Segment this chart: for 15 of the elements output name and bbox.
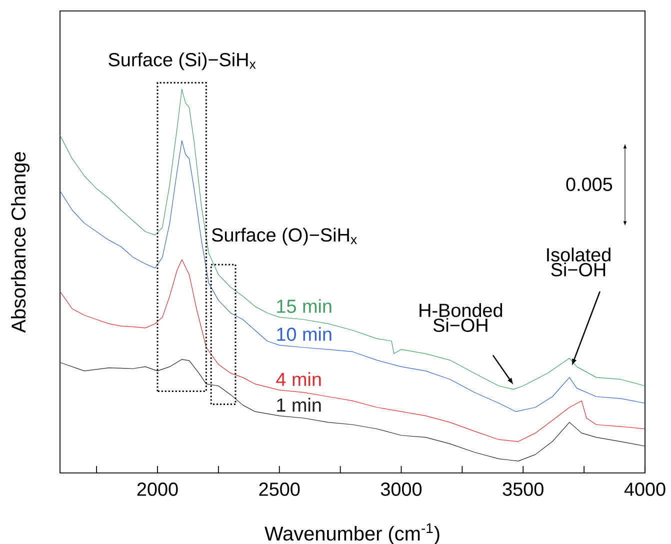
annotation: Surface (Si)−SiH$_{x}$ — [108, 52, 256, 70]
x-tick-label: 2000 — [137, 482, 178, 496]
annotation: Surface (O)−SiH$_{x}$ — [212, 228, 357, 246]
x-tick-label: 4000 — [624, 482, 666, 496]
x-tick-label: 2500 — [259, 482, 300, 496]
y-axis-title: Absorbance Change — [11, 152, 30, 333]
annotation: H-Bonded Si−OH — [420, 303, 502, 332]
series-label: 1 min — [277, 398, 321, 412]
series-label: 15 min — [277, 299, 332, 313]
x-tick-label: 3500 — [502, 482, 544, 496]
annotation: 0.005 — [566, 178, 612, 192]
series-label: 4 min — [276, 372, 321, 386]
x-tick-label: 3000 — [380, 482, 422, 496]
series-label: 10 min — [277, 327, 332, 341]
annotation: Isolated Si−OH — [547, 248, 610, 276]
